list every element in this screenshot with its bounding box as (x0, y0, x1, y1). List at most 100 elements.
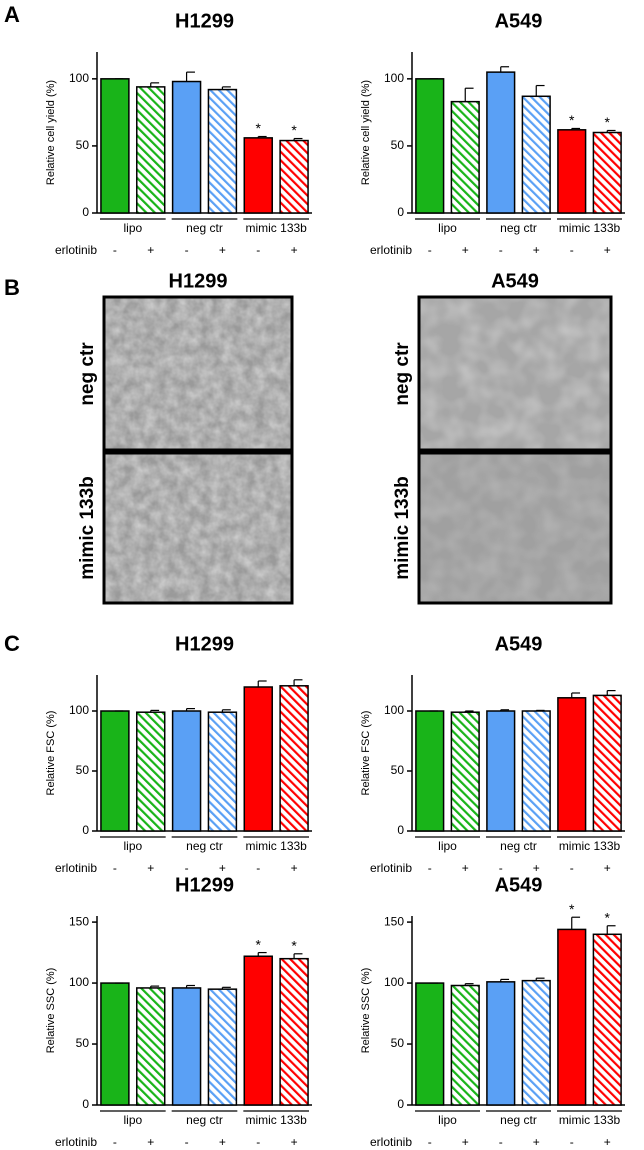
y-tick-label: 50 (391, 1036, 405, 1050)
row-label: erlotinib (55, 861, 97, 875)
y-axis-label: Relative SSC (%) (45, 968, 57, 1054)
y-tick-label: 100 (384, 975, 404, 989)
group-label: lipo (123, 221, 142, 235)
bar (486, 710, 516, 832)
group-label: mimic 133b (559, 839, 621, 853)
x-tick-label: + (533, 861, 540, 875)
x-tick-label: - (113, 1135, 117, 1149)
x-tick-label: + (462, 243, 469, 257)
x-tick-label: + (219, 243, 226, 257)
y-tick-label: 50 (76, 1036, 90, 1050)
group-label: mimic 133b (245, 1113, 307, 1127)
y-tick-label: 0 (82, 823, 89, 837)
y-tick-label: 0 (397, 823, 404, 837)
y-tick-label: 50 (391, 138, 405, 152)
micrograph-column-title: H1299 (169, 270, 228, 292)
x-tick-label: - (428, 243, 432, 257)
significance-label: * (569, 112, 575, 128)
group-label: neg ctr (500, 1113, 537, 1127)
bar (592, 131, 622, 214)
x-tick-label: - (185, 861, 189, 875)
x-tick-label: - (256, 243, 260, 257)
panel-label: B (4, 275, 20, 300)
group-label: lipo (123, 839, 142, 853)
y-tick-label: 0 (397, 205, 404, 219)
y-tick-label: 100 (384, 71, 404, 85)
bar (521, 710, 551, 832)
x-tick-label: + (533, 1135, 540, 1149)
chart-title: H1299 (175, 10, 234, 32)
bar (557, 928, 587, 1106)
micrograph-row-label: mimic 133b (77, 476, 98, 580)
x-tick-label: - (428, 1135, 432, 1149)
group-label: lipo (438, 839, 457, 853)
y-tick-label: 100 (69, 703, 89, 717)
x-tick-label: - (570, 861, 574, 875)
x-tick-label: - (185, 1135, 189, 1149)
group-label: neg ctr (186, 839, 223, 853)
group-label: mimic 133b (559, 221, 621, 235)
y-tick-label: 100 (384, 703, 404, 717)
panel-label: A (4, 2, 20, 27)
bar (207, 711, 238, 832)
y-tick-label: 0 (82, 1097, 89, 1111)
x-tick-label: - (570, 1135, 574, 1149)
micrograph (102, 451, 294, 605)
micrograph-row-label: mimic 133b (392, 476, 413, 580)
y-tick-label: 50 (391, 763, 405, 777)
significance-label: * (291, 938, 297, 954)
bar (136, 987, 166, 1106)
group-label: mimic 133b (245, 839, 307, 853)
row-label: erlotinib (370, 243, 412, 257)
group-label: lipo (438, 221, 457, 235)
x-tick-label: + (291, 243, 298, 257)
row-label: erlotinib (55, 243, 97, 257)
bar (450, 984, 480, 1106)
significance-label: * (291, 122, 297, 138)
micrograph (417, 451, 613, 605)
x-tick-label: + (462, 1135, 469, 1149)
bar (171, 80, 202, 214)
bar (136, 86, 166, 214)
y-axis-label: Relative FSC (%) (45, 711, 57, 796)
y-tick-label: 50 (76, 763, 90, 777)
bar (557, 697, 587, 832)
x-tick-label: + (219, 1135, 226, 1149)
x-tick-label: - (499, 243, 503, 257)
bar (207, 88, 238, 214)
micrograph-column-title: A549 (491, 270, 539, 292)
micrograph-row-label: neg ctr (77, 342, 98, 406)
x-tick-label: - (256, 861, 260, 875)
x-tick-label: + (291, 861, 298, 875)
y-tick-label: 0 (82, 205, 89, 219)
group-label: mimic 133b (559, 1113, 621, 1127)
group-label: lipo (438, 1113, 457, 1127)
y-tick-label: 0 (397, 1097, 404, 1111)
y-tick-label: 100 (69, 71, 89, 85)
bar (171, 987, 202, 1106)
group-label: neg ctr (500, 839, 537, 853)
x-tick-label: - (185, 243, 189, 257)
bar (415, 78, 445, 214)
group-label: mimic 133b (245, 221, 307, 235)
bar (450, 100, 480, 214)
bar (592, 933, 622, 1106)
significance-label: * (256, 936, 262, 952)
bar (100, 982, 130, 1106)
x-tick-label: + (219, 861, 226, 875)
bar (557, 129, 587, 214)
x-tick-label: - (570, 243, 574, 257)
x-tick-label: - (428, 861, 432, 875)
micrograph (102, 295, 294, 452)
x-tick-label: - (499, 861, 503, 875)
significance-label: * (605, 909, 611, 925)
x-tick-label: + (291, 1135, 298, 1149)
micrograph (417, 295, 613, 452)
x-tick-label: - (113, 243, 117, 257)
x-tick-label: + (462, 861, 469, 875)
x-tick-label: + (604, 1135, 611, 1149)
chart-title: H1299 (175, 633, 234, 655)
bar (279, 685, 309, 832)
x-tick-label: + (604, 243, 611, 257)
y-axis-label: Relative FSC (%) (360, 711, 372, 796)
